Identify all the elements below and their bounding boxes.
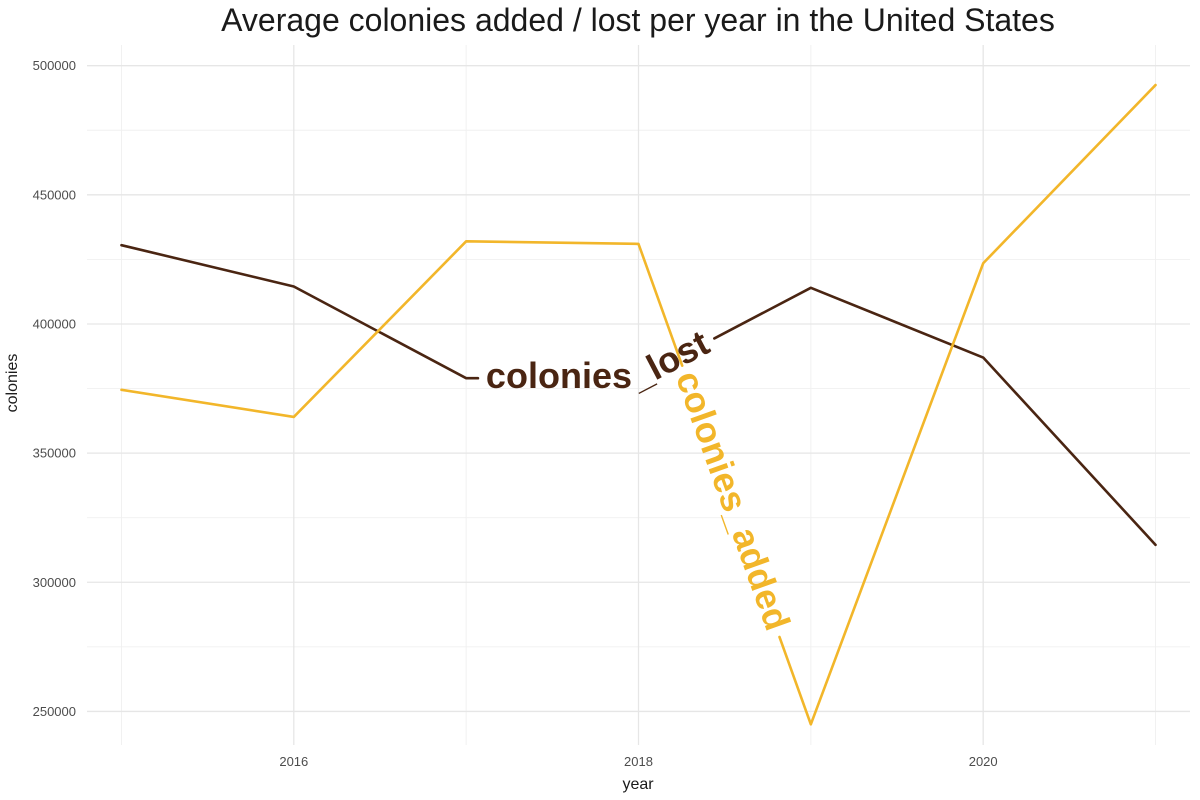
series-line-colonies-lost <box>120 243 1157 547</box>
x-axis-title: year <box>622 776 654 793</box>
grid-lines <box>87 45 1190 745</box>
series-lines <box>120 83 1157 726</box>
series-line-colonies-added <box>120 83 1157 726</box>
y-tick-label: 400000 <box>33 316 76 331</box>
x-axis-ticks: 2016 2018 2020 <box>279 754 997 769</box>
y-axis-ticks: 250000 300000 350000 400000 450000 500000 <box>33 58 76 719</box>
y-tick-label: 250000 <box>33 704 76 719</box>
chart-title: Average colonies added / lost per year i… <box>221 2 1055 38</box>
x-tick-label: 2018 <box>624 754 653 769</box>
y-axis-title: colonies <box>4 354 21 413</box>
y-tick-label: 500000 <box>33 58 76 73</box>
y-tick-label: 300000 <box>33 575 76 590</box>
x-tick-label: 2016 <box>279 754 308 769</box>
y-tick-label: 350000 <box>33 446 76 461</box>
y-tick-label: 450000 <box>33 187 76 202</box>
x-tick-label: 2020 <box>969 754 998 769</box>
